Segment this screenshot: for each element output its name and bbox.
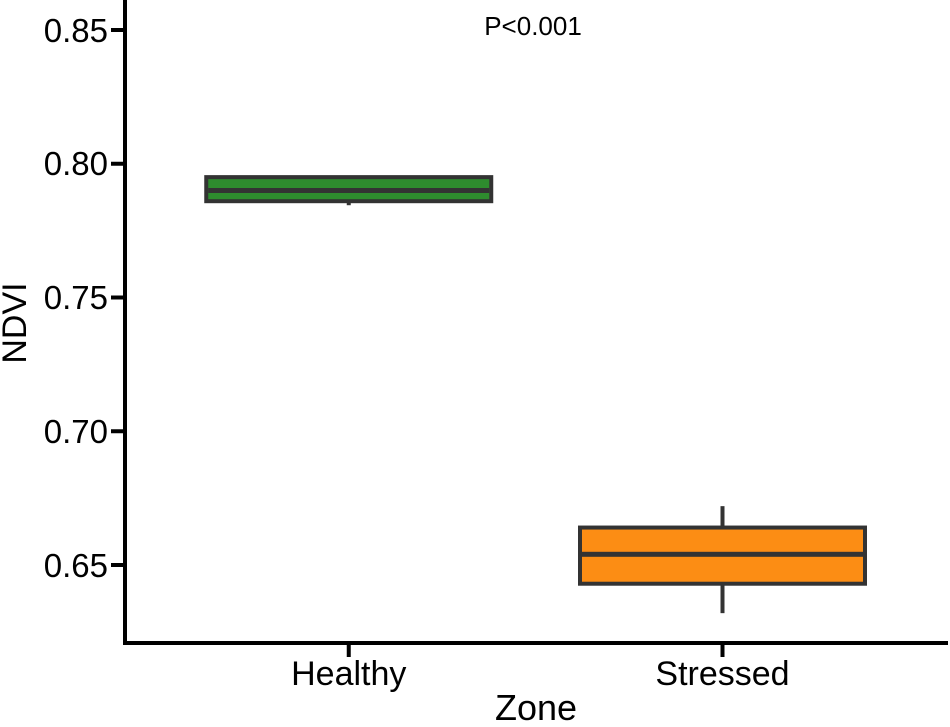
x-category-label-healthy: Healthy: [291, 655, 407, 693]
y-axis-tick: [111, 28, 123, 32]
y-tick-label-0.65: 0.65: [43, 546, 108, 584]
y-axis-tick: [111, 161, 123, 166]
x-axis-title: Zone: [494, 687, 578, 727]
y-axis-tick: [111, 295, 123, 300]
x-axis-tick: [720, 645, 725, 657]
x-axis-tick: [346, 645, 351, 657]
pvalue-annotation: P<0.001: [484, 11, 582, 41]
stressed-upper-whisker: [720, 506, 725, 528]
y-tick-label-0.70: 0.70: [43, 412, 108, 450]
y-axis-title: NDVI: [0, 282, 34, 364]
y-axis-line: [123, 0, 127, 645]
stressed-median-line: [582, 551, 863, 557]
y-axis-tick: [111, 563, 123, 567]
y-tick-label-0.85: 0.85: [43, 11, 108, 49]
stressed-lower-whisker: [720, 583, 725, 614]
healthy-median-line: [208, 188, 490, 193]
healthy-lower-whisker: [346, 201, 351, 206]
y-tick-label-0.75: 0.75: [43, 279, 108, 316]
x-axis-line: [123, 641, 948, 645]
y-tick-label-0.80: 0.80: [43, 145, 108, 183]
x-category-label-stressed: Stressed: [655, 655, 790, 693]
y-axis-tick: [111, 429, 123, 434]
